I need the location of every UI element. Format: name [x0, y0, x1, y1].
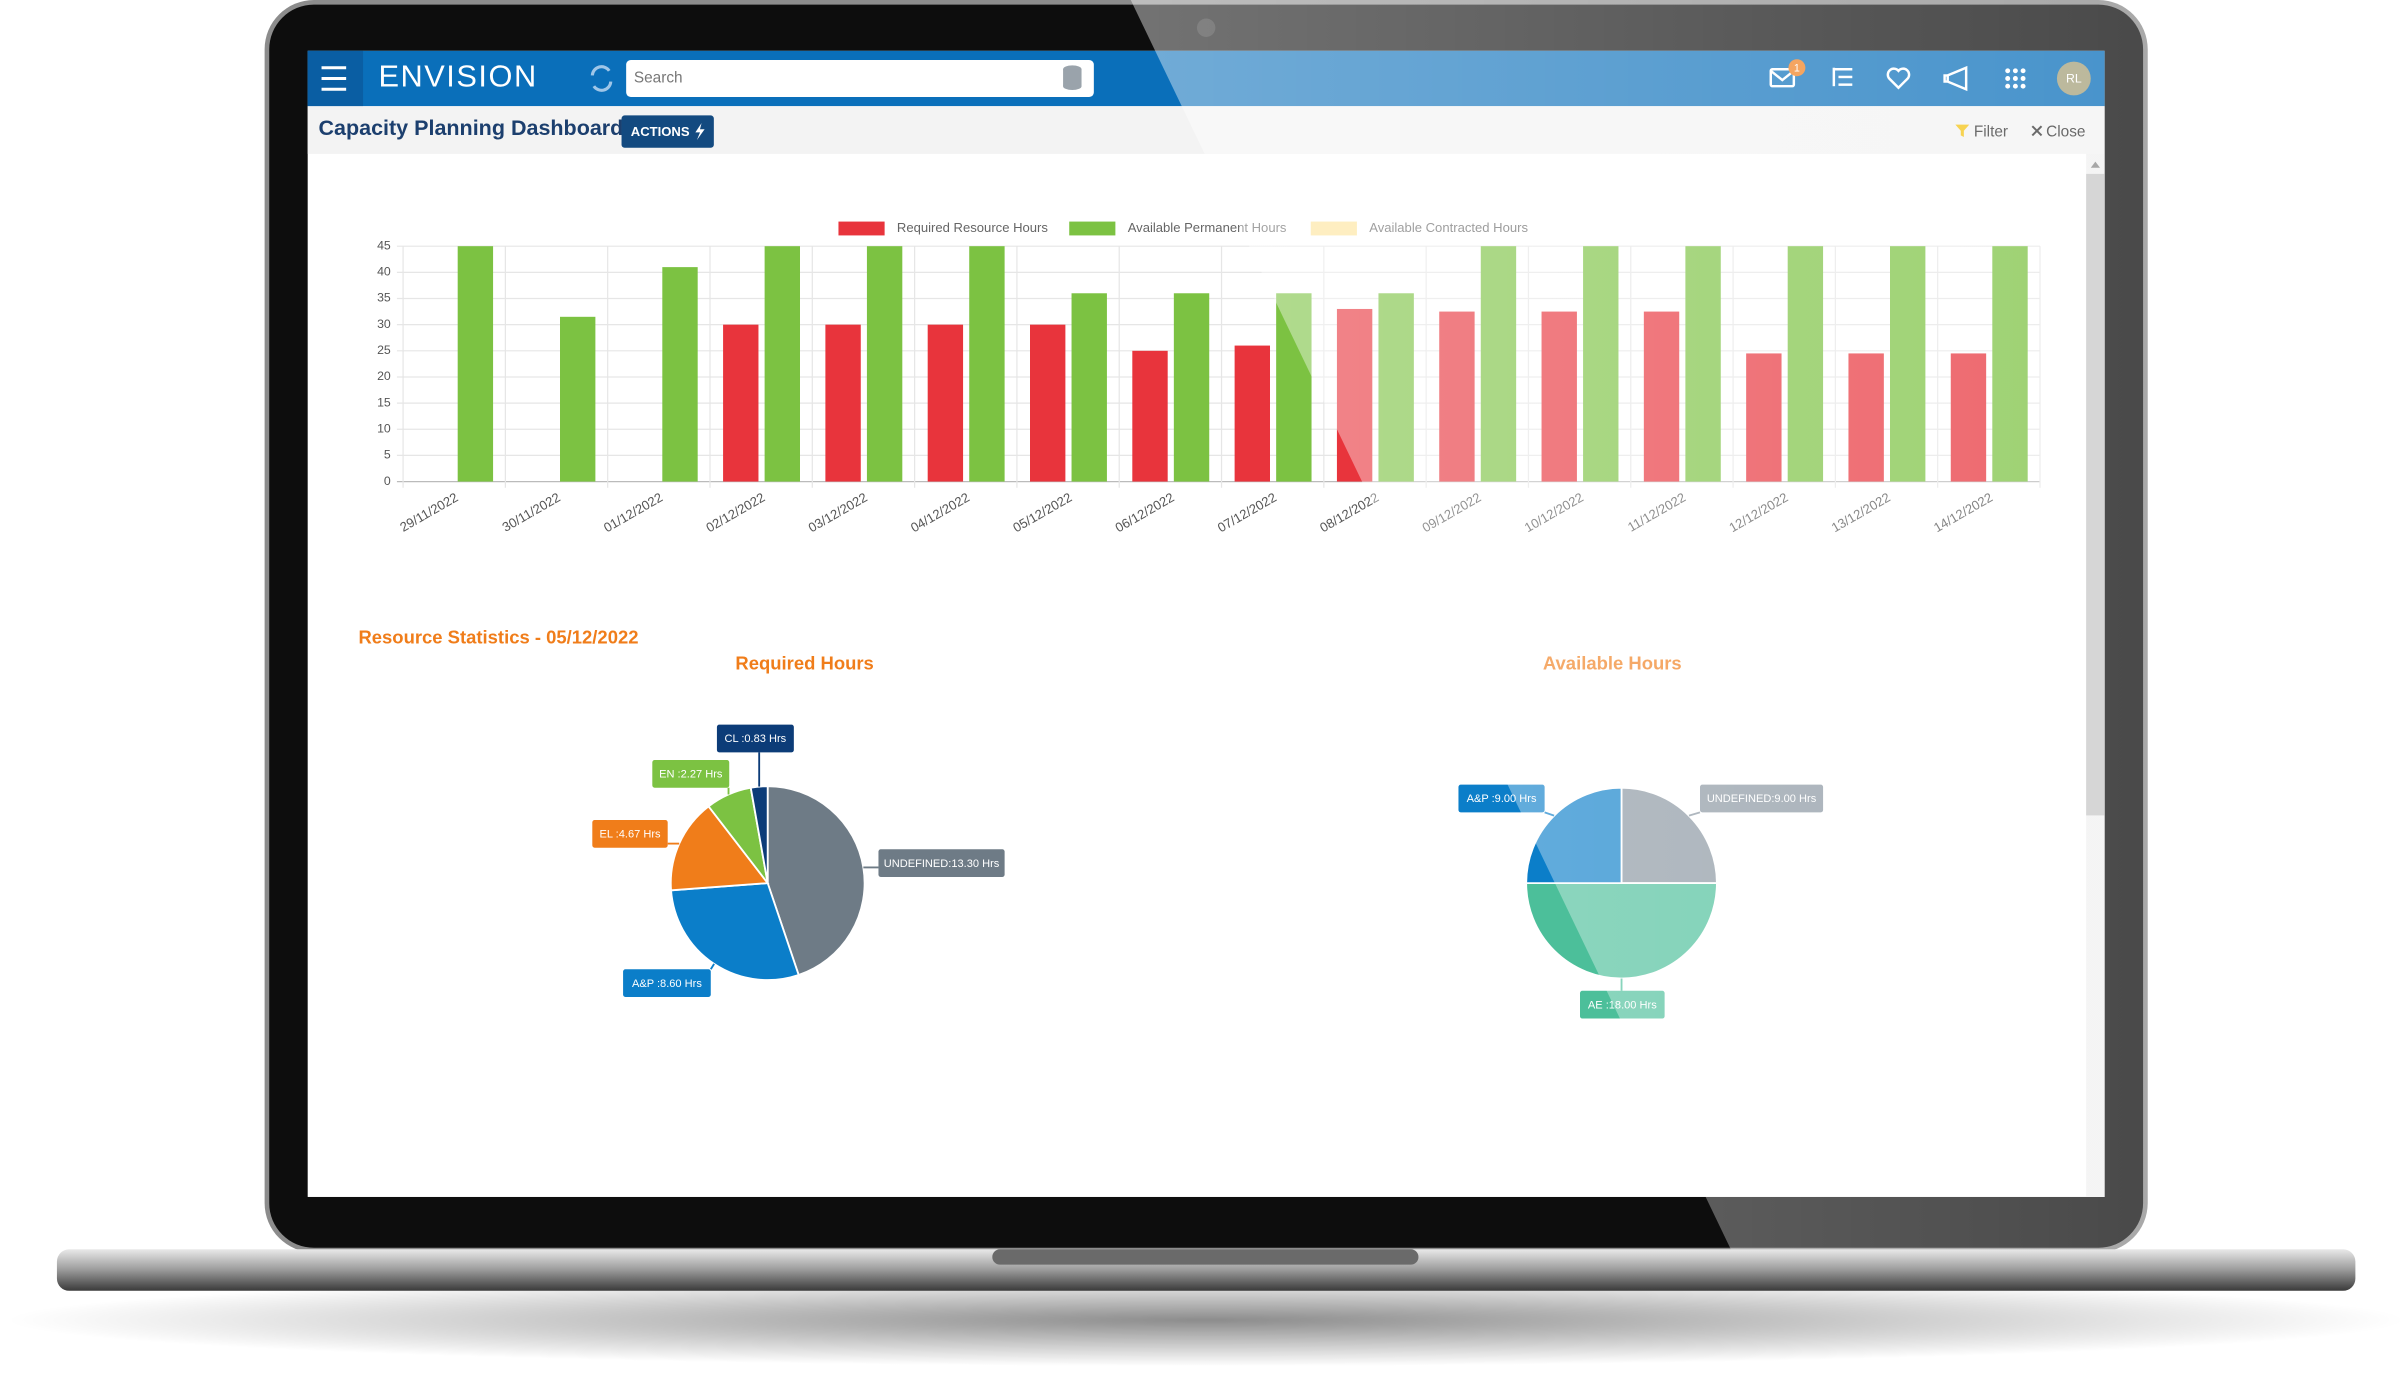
header-bar — [307, 50, 2105, 107]
y-tick-label: 40 — [377, 265, 391, 279]
y-tick-label: 15 — [377, 395, 391, 409]
camera — [1196, 18, 1216, 37]
bar — [1439, 311, 1475, 482]
bolt-icon — [695, 123, 705, 141]
bar — [969, 246, 1005, 482]
legend-swatch — [1069, 221, 1116, 236]
bar — [662, 267, 698, 482]
user-initials: RL — [2066, 72, 2082, 86]
y-tick-label: 45 — [377, 238, 391, 252]
bar — [1583, 246, 1619, 482]
pie-slice — [749, 785, 769, 884]
laptop-base — [56, 1249, 2356, 1291]
bar — [1992, 246, 2028, 482]
bar — [1787, 246, 1824, 482]
bar — [1030, 324, 1066, 482]
label-box — [716, 724, 794, 753]
bar — [1132, 350, 1168, 482]
pie-title: Required Hours — [735, 653, 873, 674]
pie-value-label: AE :18.00 Hrs — [1588, 999, 1657, 1011]
menu-icon — [321, 66, 347, 91]
bar — [764, 246, 800, 482]
label-box — [878, 849, 1005, 877]
base-notch — [992, 1249, 1419, 1265]
page-title: Capacity Planning Dashboard — [318, 116, 623, 140]
bar — [1541, 311, 1577, 482]
bar — [1234, 345, 1270, 482]
app-name: ENVISION — [378, 59, 537, 94]
y-tick-label: 0 — [384, 474, 391, 488]
bar — [1950, 353, 1987, 482]
pie-value-label: EN :2.27 Hrs — [659, 769, 723, 781]
bar — [1890, 246, 1926, 482]
bar — [1643, 311, 1680, 482]
bar — [560, 316, 596, 482]
label-leader — [709, 963, 715, 970]
bar — [1173, 293, 1210, 482]
y-tick-label: 10 — [377, 422, 391, 436]
pie-value-label: UNDEFINED:13.30 Hrs — [884, 858, 1000, 870]
scrollbar-thumb[interactable] — [2086, 173, 2105, 816]
label-box — [652, 760, 730, 788]
actions-label: ACTIONS — [631, 124, 690, 139]
notification-count: 1 — [1794, 62, 1800, 74]
legend-label: Available Permanent Hours — [1128, 220, 1287, 235]
legend-label: Required Resource Hours — [897, 220, 1048, 235]
bar — [1480, 246, 1517, 482]
bar — [927, 324, 964, 482]
pie-value-label: UNDEFINED:9.00 Hrs — [1707, 793, 1817, 805]
bar — [866, 246, 903, 482]
bar — [1378, 293, 1414, 482]
pie-value-label: A&P :9.00 Hrs — [1467, 793, 1537, 805]
bar — [457, 246, 494, 482]
legend-swatch — [1310, 221, 1357, 236]
legend-swatch — [838, 221, 885, 236]
close-label[interactable]: Close — [2046, 123, 2085, 140]
bar — [1685, 246, 1721, 482]
label-box — [623, 969, 711, 997]
search-placeholder: Search — [634, 70, 683, 87]
filter-label[interactable]: Filter — [1974, 123, 2008, 140]
y-tick-label: 35 — [377, 291, 391, 305]
refresh-icon[interactable] — [590, 65, 613, 92]
bar — [825, 324, 861, 482]
database-icon[interactable] — [1063, 65, 1082, 91]
pie-value-label: A&P :8.60 Hrs — [632, 978, 702, 990]
bar — [1071, 293, 1107, 482]
bar — [723, 324, 759, 482]
section-title: Resource Statistics - 05/12/2022 — [358, 626, 638, 647]
label-box — [592, 820, 668, 848]
pie-title: Available Hours — [1543, 653, 1682, 674]
y-tick-label: 30 — [377, 317, 391, 331]
laptop-shadow — [6, 1273, 2400, 1367]
y-tick-label: 25 — [377, 343, 391, 357]
pie-value-label: CL :0.83 Hrs — [725, 733, 787, 745]
actions-button[interactable] — [621, 115, 714, 148]
bar — [1276, 293, 1312, 482]
legend-label: Available Contracted Hours — [1369, 220, 1528, 235]
search-box[interactable] — [626, 60, 1094, 97]
y-tick-label: 5 — [384, 448, 391, 462]
bar — [1746, 353, 1782, 482]
bar — [1336, 308, 1373, 482]
pie-value-label: EL :4.67 Hrs — [599, 829, 661, 841]
bar — [1848, 353, 1884, 482]
apps-icon[interactable] — [2005, 68, 2026, 89]
y-tick-label: 20 — [377, 369, 391, 383]
